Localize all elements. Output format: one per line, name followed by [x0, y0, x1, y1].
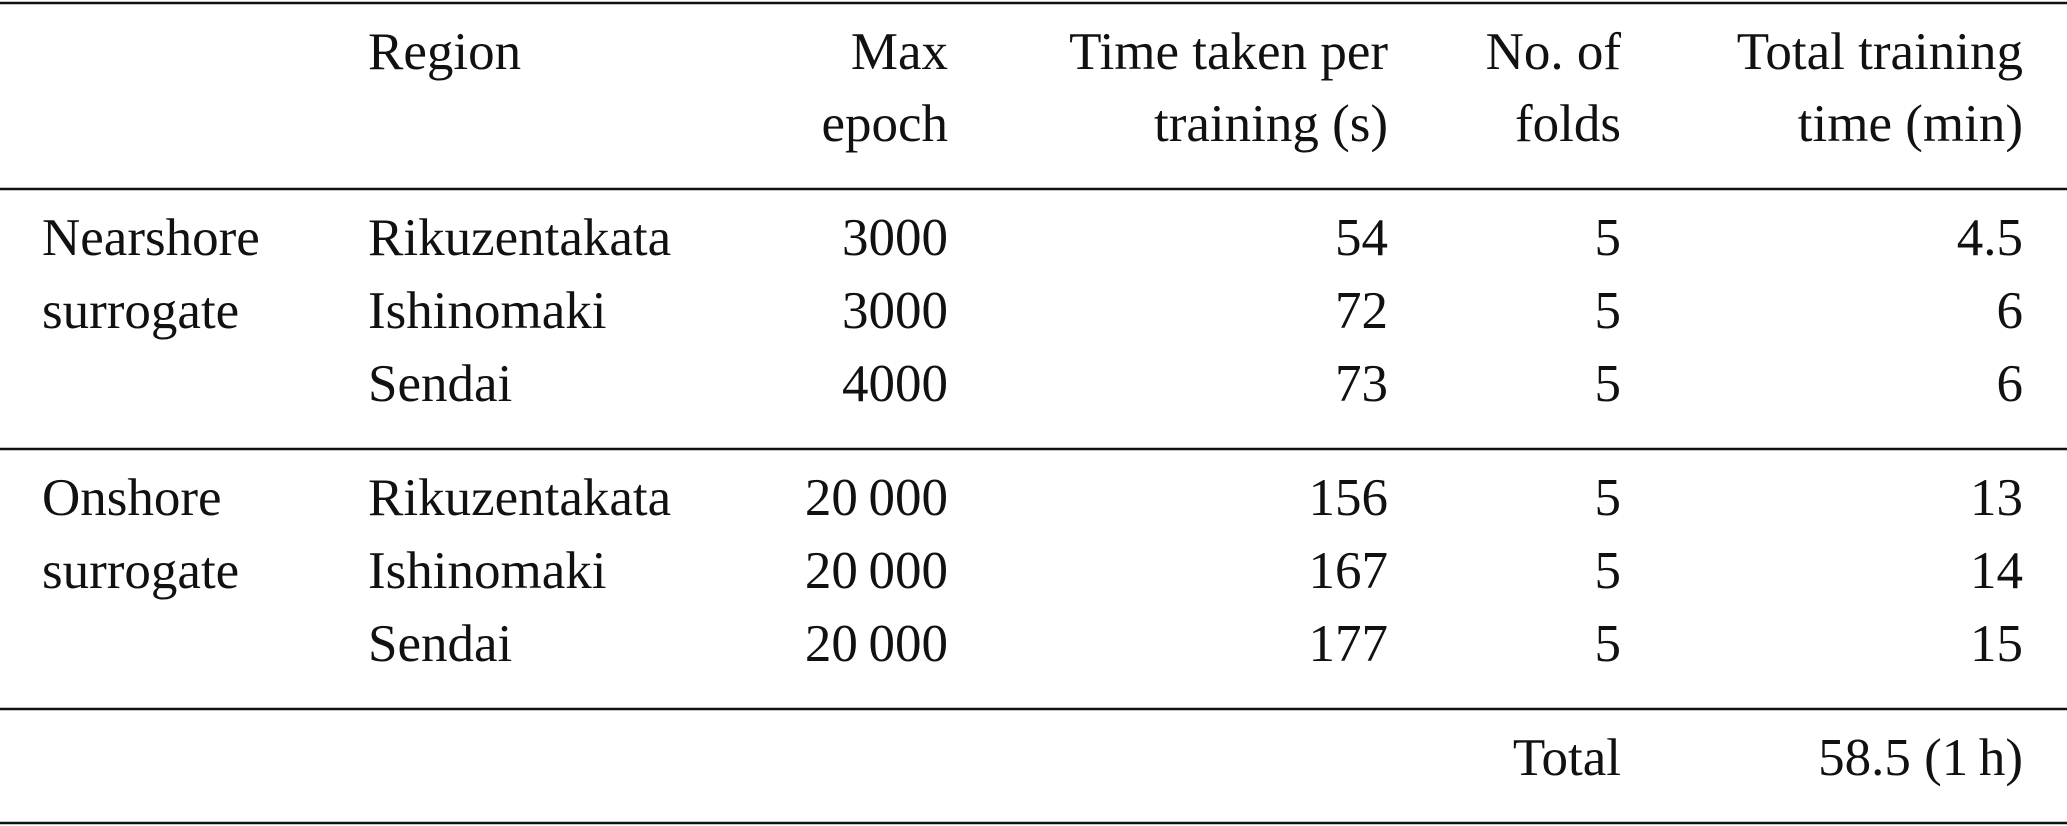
cell: 20 000 — [805, 469, 948, 527]
header-cell: Time taken per — [1069, 23, 1388, 81]
header-cell: Total training — [1737, 23, 2023, 81]
group-label: Nearshore — [42, 209, 260, 267]
header-cell: time (min) — [1798, 95, 2023, 153]
cell: 3000 — [842, 209, 948, 267]
group-label: Onshore — [42, 469, 222, 527]
group-label: surrogate — [42, 542, 239, 600]
cell: Rikuzentakata — [368, 209, 671, 267]
group-label: surrogate — [42, 282, 239, 340]
header-cell: folds — [1515, 95, 1621, 153]
cell: 20 000 — [805, 615, 948, 673]
cell: 5 — [1595, 542, 1622, 600]
cell: 5 — [1595, 615, 1622, 673]
footer-value: 58.5 (1 h) — [1818, 729, 2023, 787]
cell: 73 — [1335, 355, 1388, 413]
cell: 20 000 — [805, 542, 948, 600]
cell: Sendai — [368, 615, 512, 673]
cell: 6 — [1997, 282, 2024, 340]
cell: 13 — [1970, 469, 2023, 527]
footer-label: Total — [1513, 729, 1621, 787]
cell: Rikuzentakata — [368, 469, 671, 527]
cell: 5 — [1595, 469, 1622, 527]
cell: 4.5 — [1957, 209, 2023, 267]
cell: 14 — [1970, 542, 2023, 600]
cell: Ishinomaki — [368, 542, 606, 600]
cell: 72 — [1335, 282, 1388, 340]
cell: 156 — [1309, 469, 1389, 527]
cell: 54 — [1335, 209, 1388, 267]
cell: 5 — [1595, 355, 1622, 413]
cell: Sendai — [368, 355, 512, 413]
header-cell: Region — [368, 23, 521, 81]
cell: 15 — [1970, 615, 2023, 673]
cell: Ishinomaki — [368, 282, 606, 340]
header-cell: Max — [851, 23, 948, 81]
header-cell: training (s) — [1154, 95, 1388, 153]
cell: 5 — [1595, 209, 1622, 267]
cell: 167 — [1309, 542, 1389, 600]
cell: 6 — [1997, 355, 2024, 413]
header-cell: No. of — [1486, 23, 1622, 81]
cell: 177 — [1309, 615, 1389, 673]
header-cell: epoch — [821, 95, 948, 153]
cell: 5 — [1595, 282, 1622, 340]
cell: 3000 — [842, 282, 948, 340]
cell: 4000 — [842, 355, 948, 413]
